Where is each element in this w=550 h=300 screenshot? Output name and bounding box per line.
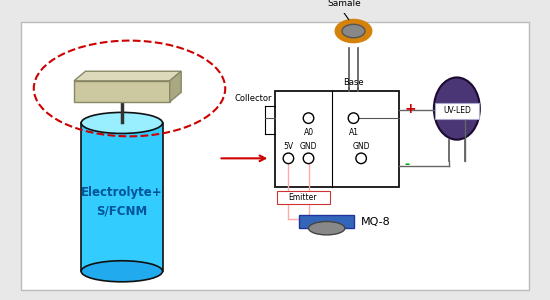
- Text: 5V: 5V: [283, 142, 294, 152]
- FancyBboxPatch shape: [435, 103, 479, 119]
- Circle shape: [303, 113, 313, 123]
- Text: Electrolyte+
S/FCNM: Electrolyte+ S/FCNM: [81, 186, 163, 218]
- Bar: [299, 215, 354, 228]
- Bar: [277, 191, 329, 204]
- Bar: [81, 123, 163, 271]
- Text: +: +: [404, 102, 416, 116]
- Text: A1: A1: [349, 128, 359, 137]
- Bar: [275, 91, 399, 187]
- Text: A0: A0: [304, 128, 313, 137]
- Circle shape: [303, 153, 313, 164]
- Polygon shape: [74, 71, 181, 81]
- Text: GND: GND: [300, 142, 317, 152]
- Text: Emitter: Emitter: [289, 193, 317, 202]
- Text: -: -: [404, 158, 409, 171]
- Ellipse shape: [81, 112, 163, 134]
- Circle shape: [348, 113, 359, 123]
- Text: MQ-8: MQ-8: [361, 217, 391, 226]
- Bar: [74, 81, 170, 102]
- Text: UV-LED: UV-LED: [443, 106, 471, 115]
- Ellipse shape: [434, 77, 480, 140]
- Text: Collector: Collector: [235, 94, 272, 103]
- Text: Base: Base: [343, 78, 364, 87]
- Ellipse shape: [336, 20, 371, 42]
- Ellipse shape: [342, 24, 365, 38]
- Ellipse shape: [309, 221, 345, 235]
- Text: GND: GND: [353, 142, 370, 152]
- Circle shape: [283, 153, 294, 164]
- Polygon shape: [170, 71, 181, 102]
- Text: Samale: Samale: [327, 0, 361, 8]
- Ellipse shape: [81, 261, 163, 282]
- Circle shape: [356, 153, 366, 164]
